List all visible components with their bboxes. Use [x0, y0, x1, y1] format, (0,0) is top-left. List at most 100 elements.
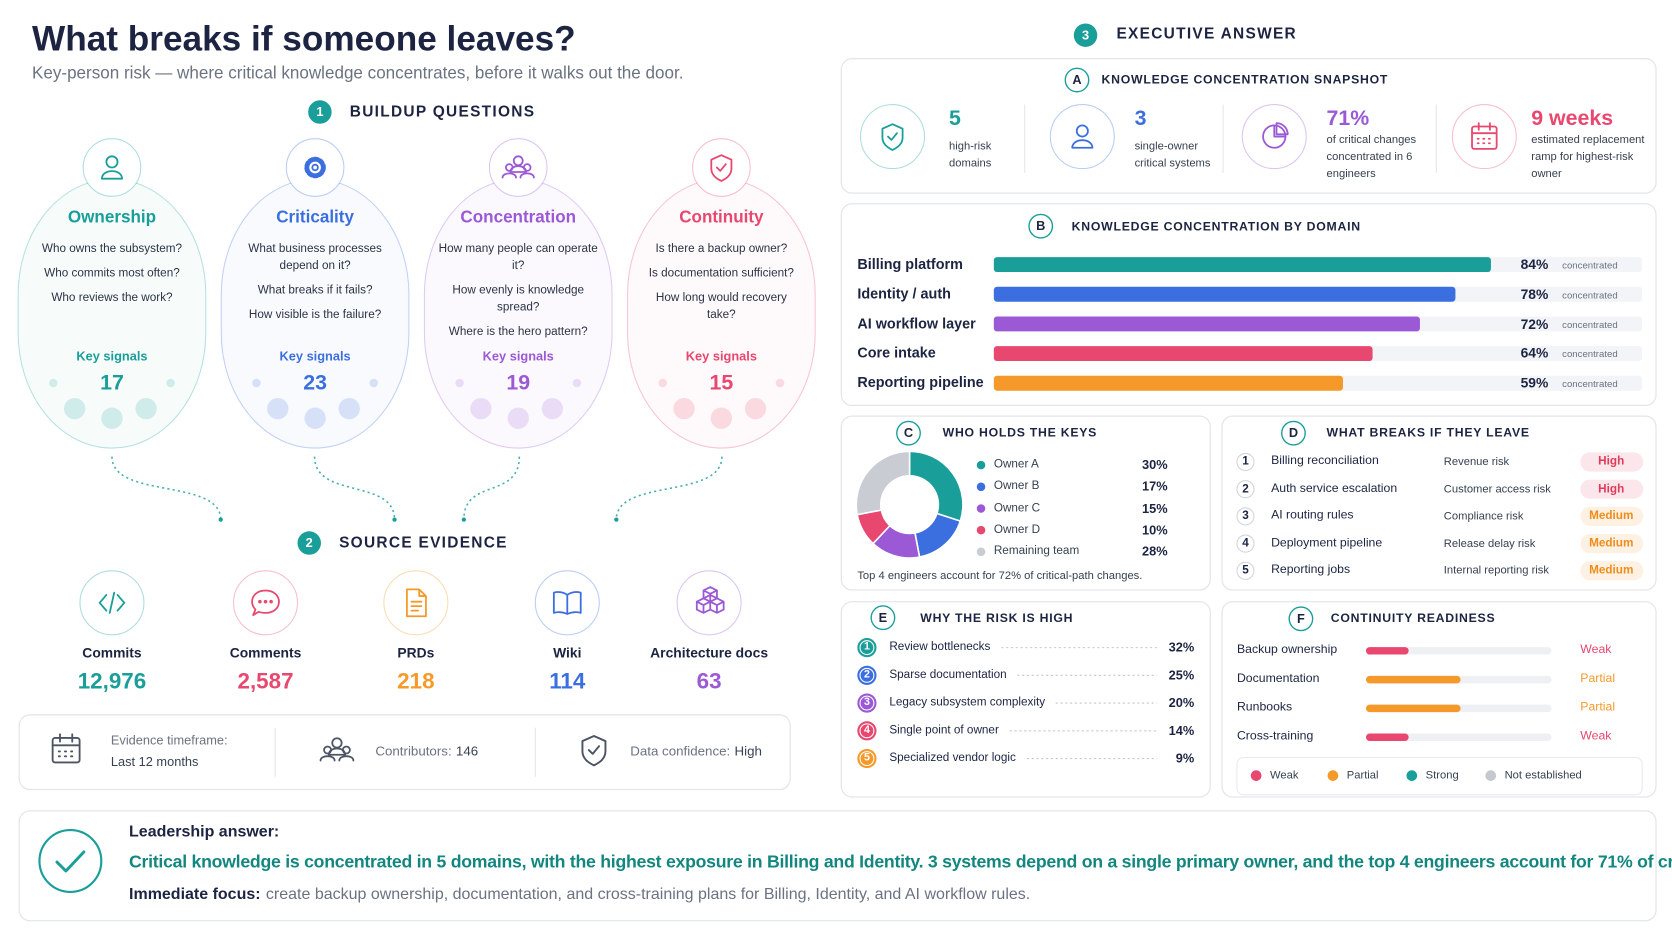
source-value: 218: [397, 669, 435, 694]
bar: [993, 257, 1491, 273]
readiness-status: Partial: [1580, 701, 1616, 714]
readiness-bar: [1365, 704, 1461, 713]
leadership-title: Leadership answer:: [129, 822, 280, 841]
icon: [51, 733, 81, 764]
icon: [1071, 124, 1094, 149]
legend-dot: [1250, 770, 1262, 781]
level: Medium: [1589, 563, 1634, 577]
signals-value: 19: [506, 371, 531, 395]
question: Who commits most often?: [44, 266, 180, 280]
decor-dot: [166, 378, 175, 388]
signals-label: Key signals: [279, 348, 351, 364]
reason-share: 25%: [1168, 667, 1195, 683]
stat-value: 5: [949, 106, 961, 131]
icon-part: [709, 597, 725, 614]
rank-circle: [1236, 534, 1255, 553]
stat-label: high-risk domains: [949, 139, 992, 170]
bar: [993, 316, 1420, 332]
reason-share: 14%: [1168, 723, 1195, 739]
reason-item: Single point of owner: [889, 723, 999, 737]
card-title: Criticality: [276, 208, 354, 227]
icon-circle: [1451, 104, 1517, 170]
legend-dot: [1406, 770, 1418, 781]
icon-part: [406, 588, 427, 618]
rank-ring: [859, 695, 875, 711]
icon-part: [323, 745, 332, 755]
section-number: 2: [305, 535, 313, 551]
readiness-area: Cross-training: [1236, 729, 1314, 743]
icon: [1471, 122, 1498, 150]
icon-part: [341, 745, 351, 755]
icon-part: [55, 850, 86, 873]
readiness-track: [1365, 647, 1552, 655]
readiness-area: Runbooks: [1236, 701, 1293, 714]
icon: [581, 734, 607, 767]
icon-part: [552, 591, 582, 615]
bar-value: 64%: [1520, 345, 1549, 362]
footer-value: High: [734, 743, 762, 759]
panel-badge: [1064, 67, 1090, 93]
icon: [251, 589, 280, 617]
domain-label: Reporting pipeline: [857, 374, 984, 391]
icon-circle: [692, 138, 751, 197]
question: How visible is the failure?: [248, 308, 382, 322]
icon-part: [311, 163, 319, 172]
legend-dot: [976, 460, 986, 470]
reason-item: Specialized vendor logic: [889, 751, 1016, 765]
icon-part: [1071, 139, 1094, 149]
source-label: PRDs: [397, 644, 435, 661]
panel-title: WHAT BREAKS IF THEY LEAVE: [1326, 426, 1530, 440]
decor-dot: [252, 378, 261, 388]
decor-dot: [63, 397, 86, 420]
break-item: Billing reconciliation: [1271, 454, 1379, 468]
icon-circle: [383, 570, 449, 636]
reason-item: Sparse documentation: [889, 668, 1007, 682]
icon: [881, 123, 904, 151]
reason-share: 20%: [1168, 695, 1195, 711]
decor-dot: [49, 378, 58, 388]
focus-label: Immediate focus:: [129, 884, 261, 904]
icon-part: [710, 154, 733, 182]
icon-part: [1273, 124, 1287, 138]
decor-dot: [744, 397, 767, 420]
rank-circle: [1236, 561, 1255, 580]
legend-label: Remaining team: [993, 544, 1080, 558]
readiness-status: Weak: [1580, 729, 1612, 743]
icon-part: [331, 737, 343, 749]
signals-value: 17: [100, 371, 124, 395]
footer-label: Data confidence:: [630, 743, 731, 759]
icon: [100, 155, 123, 180]
readiness-status: Weak: [1580, 643, 1612, 657]
legend-dot: [976, 525, 986, 535]
bar-note: concentrated: [1562, 348, 1618, 360]
connector-end: [218, 517, 223, 522]
panel: [1221, 415, 1657, 591]
icon: [1262, 122, 1289, 149]
decor-dot: [101, 407, 123, 429]
source-label: Commits: [82, 644, 142, 661]
reason-item: Legacy subsystem complexity: [889, 696, 1046, 709]
bar-note: concentrated: [1562, 289, 1618, 301]
signals-label: Key signals: [76, 348, 148, 364]
legend-dot: [976, 547, 986, 557]
stat-label: estimated replacement ramp for highest-r…: [1531, 133, 1645, 181]
level-pill: [1580, 452, 1644, 472]
signals-label: Key signals: [685, 348, 757, 364]
decor-dot: [572, 378, 582, 388]
stat-value: 3: [1134, 106, 1147, 131]
level-pill: [1580, 479, 1644, 499]
icon-part: [100, 170, 123, 180]
break-risk: Internal reporting risk: [1443, 564, 1549, 577]
bar-note: concentrated: [1562, 259, 1618, 271]
footer-item: Contributors: 146: [375, 744, 478, 759]
decor-dot: [775, 378, 785, 388]
level: High: [1598, 454, 1625, 468]
connector: [463, 456, 521, 520]
footer-label: Contributors:: [375, 743, 452, 759]
connector: [615, 456, 723, 520]
signals-label: Key signals: [482, 348, 554, 364]
icon-part: [410, 600, 423, 612]
domain-label: Billing platform: [857, 255, 963, 272]
rank-circle: [1236, 507, 1255, 526]
